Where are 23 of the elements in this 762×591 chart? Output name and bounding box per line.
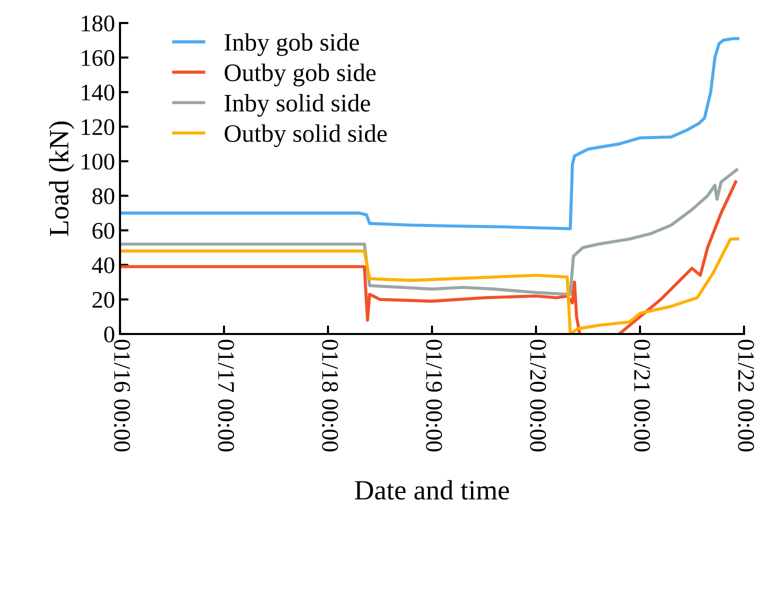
y-tick-label: 180: [82, 15, 114, 32]
x-tick-label: 01/22 00:00: [738, 340, 754, 452]
y-tick-label: 140: [82, 84, 114, 101]
x-tick-label: 01/21 00:00: [634, 340, 650, 452]
y-tick-label: 0: [104, 326, 114, 342]
x-axis-title: Date and time: [354, 480, 509, 500]
y-tick-label: 60: [92, 222, 114, 239]
y-tick-label: 160: [82, 50, 114, 66]
legend-label: Outby gob side: [224, 64, 376, 86]
x-tick-label: 01/19 00:00: [426, 340, 442, 452]
x-tick-label: 01/18 00:00: [322, 340, 338, 452]
x-tick-label: 01/16 00:00: [114, 340, 130, 452]
legend-label: Outby solid side: [224, 124, 387, 148]
y-tick-label: 80: [92, 188, 114, 204]
y-tick-label: 20: [92, 292, 114, 308]
y-tick-label: 100: [82, 154, 114, 170]
y-axis-title: Load (kN): [48, 121, 74, 236]
legend-label: Inby gob side: [224, 33, 359, 56]
x-tick-label: 01/17 00:00: [218, 340, 234, 452]
x-tick-label: 01/20 00:00: [530, 340, 546, 452]
y-tick-label: 40: [92, 257, 114, 274]
y-tick-label: 120: [82, 119, 114, 136]
legend-label: Inby solid side: [224, 94, 370, 117]
